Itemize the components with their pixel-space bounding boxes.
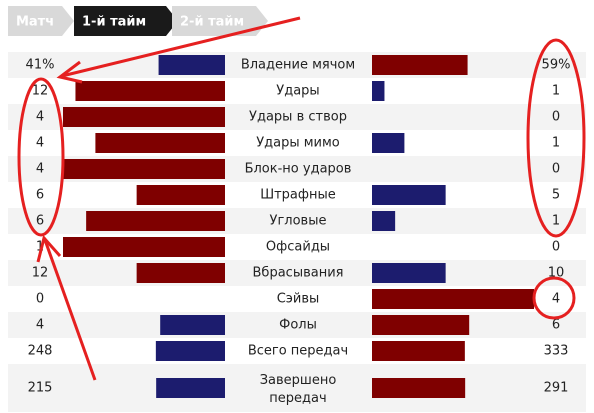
annotation-arrow: [43, 239, 97, 381]
away-bar: [372, 263, 446, 283]
stat-label: Удары: [276, 84, 319, 99]
tab[interactable]: [8, 6, 74, 36]
home-value: 41%: [26, 58, 55, 73]
away-value: 333: [544, 344, 569, 359]
home-bar: [136, 185, 225, 205]
tab[interactable]: [172, 6, 268, 36]
away-value: 291: [544, 381, 569, 396]
tab-label: 2-й тайм: [180, 15, 244, 30]
annotation-circle: [532, 276, 576, 320]
annotation-ellipse: [17, 77, 65, 237]
home-value: 4: [36, 136, 44, 151]
stat-label: Офсайды: [266, 240, 330, 255]
tab-label: Матч: [16, 15, 54, 30]
row-background: [8, 312, 586, 338]
away-bar: [372, 185, 446, 205]
annotation-arrowhead: [36, 234, 62, 263]
stat-label: Блок-но ударов: [245, 162, 352, 177]
home-bar: [95, 133, 226, 153]
stat-label-line: передач: [269, 391, 326, 406]
away-value: 6: [552, 318, 560, 333]
stat-label-line: Завершено: [260, 373, 337, 388]
home-value: 6: [36, 214, 44, 229]
row-background: [8, 182, 586, 208]
home-bar: [136, 263, 225, 283]
away-value: 1: [552, 84, 560, 99]
annotations: [17, 16, 586, 381]
home-value: 1: [36, 240, 44, 255]
row-background: [8, 338, 586, 364]
row-background: [8, 260, 586, 286]
annotation-arrow: [61, 16, 301, 78]
home-bar: [63, 107, 225, 127]
away-value: 59%: [542, 58, 571, 73]
stat-label: Сэйвы: [277, 292, 320, 307]
home-value: 4: [36, 162, 44, 177]
home-bar: [63, 237, 225, 257]
away-bar: [372, 289, 534, 309]
stat-label: Угловые: [270, 214, 327, 229]
away-bar: [372, 81, 385, 101]
home-bar: [156, 378, 225, 398]
stat-label: Вбрасывания: [253, 266, 344, 281]
home-value: 0: [36, 292, 44, 307]
tab[interactable]: [74, 6, 178, 36]
home-value: 6: [36, 188, 44, 203]
stat-label: Фолы: [279, 318, 317, 333]
away-bar: [372, 378, 466, 398]
annotation-arrowhead: [56, 60, 83, 84]
stat-label: Штрафные: [260, 188, 336, 203]
away-value: 0: [552, 110, 560, 125]
away-bar: [372, 315, 470, 335]
home-bar: [63, 159, 225, 179]
stat-label: Завершено передач: [260, 373, 337, 406]
home-bar: [160, 315, 225, 335]
home-bar: [86, 211, 226, 231]
home-value: 215: [28, 381, 53, 396]
home-value: 12: [32, 266, 49, 281]
stat-label: Удары мимо: [256, 136, 340, 151]
away-value: 0: [552, 240, 560, 255]
home-value: 248: [28, 344, 53, 359]
home-bar: [155, 341, 225, 361]
home-bar: [75, 81, 225, 101]
stat-label: Всего передач: [248, 344, 348, 359]
home-value: 4: [36, 110, 44, 125]
away-bar: [372, 211, 396, 231]
away-value: 0: [552, 162, 560, 177]
away-value: 1: [552, 136, 560, 151]
away-bar: [372, 133, 405, 153]
row-background: [8, 364, 586, 412]
tab-label: 1-й тайм: [82, 15, 146, 30]
annotation-ellipse: [526, 38, 586, 238]
away-bar: [372, 341, 465, 361]
away-value: 4: [552, 292, 560, 307]
away-bar: [372, 55, 468, 75]
home-bar: [158, 55, 225, 75]
stat-label: Удары в створ: [249, 110, 347, 125]
away-value: 5: [552, 188, 560, 203]
home-value: 4: [36, 318, 44, 333]
away-value: 1: [552, 214, 560, 229]
home-value: 12: [32, 84, 49, 99]
stat-label: Владение мячом: [241, 58, 355, 73]
